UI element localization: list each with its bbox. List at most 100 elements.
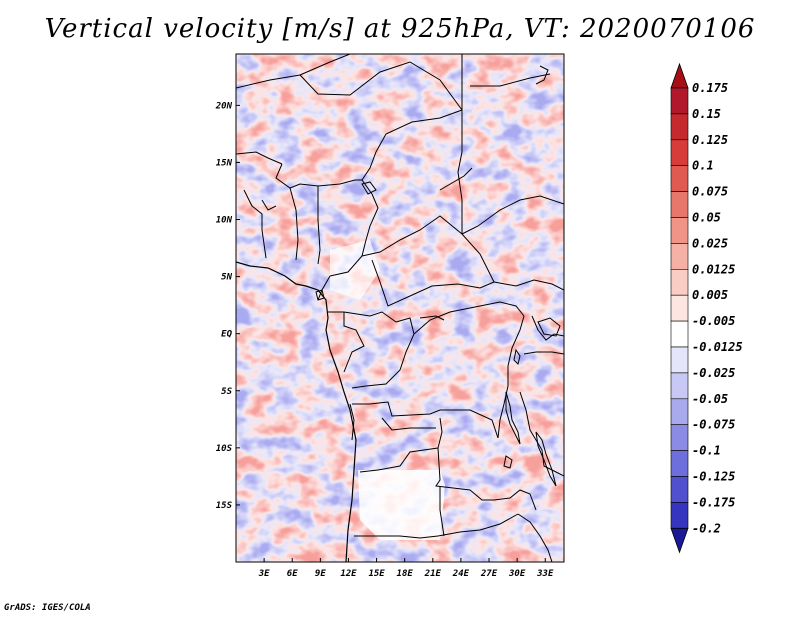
colorbar-bottom-arrow (670, 527, 689, 554)
border-line (437, 513, 519, 537)
lat-tick-label: 10S (216, 444, 233, 454)
lat-tick-label: 5N (221, 273, 232, 283)
lake-outline (513, 348, 521, 365)
colorbar-label: -0.175 (692, 495, 735, 509)
colorbar-swatch (670, 87, 689, 115)
lake-outline (361, 181, 377, 195)
border-line (531, 315, 564, 341)
colorbar-swatch (670, 268, 689, 296)
lake-outline (503, 455, 513, 469)
border-line (457, 54, 463, 234)
border-line (351, 317, 415, 389)
latitude-axis: 20N 15N 10N 5N EQ 5S 10S 15S (215, 101, 240, 511)
lon-tick-label: 21E (424, 569, 442, 579)
lon-tick-label: 12E (340, 569, 357, 579)
lat-tick-label: 15N (216, 158, 233, 168)
colorbar-swatch (670, 398, 689, 425)
colorbar-swatch (670, 476, 689, 503)
border-line (439, 486, 445, 537)
colorbar-label: -0.0125 (692, 340, 743, 354)
lat-tick-label: 5S (221, 387, 232, 397)
map-panel (235, 53, 565, 563)
lon-tick-label: 15E (368, 569, 385, 579)
colorbar-swatch (670, 294, 689, 322)
border-line (261, 199, 277, 211)
lake-outline (315, 289, 325, 301)
lon-tick-label: 6E (287, 569, 298, 579)
border-line (523, 351, 564, 355)
lake-outline (537, 317, 561, 337)
colorbar-swatch (670, 450, 689, 477)
border-line (517, 513, 553, 562)
lon-tick-label: 27E (480, 569, 498, 579)
border-line (435, 417, 494, 501)
colorbar-label: -0.025 (692, 366, 735, 380)
border-line (328, 311, 397, 323)
border-line (385, 109, 463, 135)
border-line (419, 315, 445, 321)
border-line (329, 193, 379, 277)
map-frame (235, 53, 565, 563)
border-line (470, 73, 551, 87)
colorbar-swatch (670, 113, 689, 141)
calm-region (358, 470, 445, 540)
border-line (371, 259, 495, 307)
lon-tick-label: 24E (452, 569, 470, 579)
longitude-axis: 3E 6E 9E 12E 15E 18E 21E 24E 27E 30E 33E (258, 558, 554, 579)
border-line (361, 215, 495, 283)
lake-outline (535, 431, 557, 487)
lon-tick-label: 30E (508, 569, 526, 579)
border-line (299, 61, 463, 111)
border-line (439, 167, 473, 191)
border-line (343, 312, 365, 373)
colorbar-label: -0.075 (692, 418, 735, 432)
lon-tick-label: 9E (315, 569, 326, 579)
colorbar-label: -0.2 (692, 521, 721, 535)
border-line (413, 301, 525, 335)
lon-tick-label: 33E (536, 569, 554, 579)
border-line (359, 447, 439, 473)
lat-tick-label: 15S (216, 501, 233, 511)
colorbar-label: 0.075 (692, 185, 728, 199)
border-line (461, 195, 564, 235)
border-line (361, 133, 387, 181)
border-line (535, 65, 549, 85)
lon-tick-label: 3E (258, 569, 270, 579)
colorbar-swatch (670, 372, 689, 400)
colorbar-label: 0.025 (692, 236, 728, 250)
colorbar-swatch (670, 346, 689, 374)
colorbar-label: -0.005 (692, 314, 735, 328)
colorbar-label: 0.05 (692, 211, 721, 225)
border-line (243, 189, 267, 259)
colorbar-swatch (670, 139, 689, 167)
colorbar-swatch (670, 165, 689, 192)
lat-tick-label: 10N (216, 216, 233, 226)
colorbar-label: 0.125 (692, 133, 728, 147)
colorbar-swatch (670, 243, 689, 270)
colorbar-label: -0.05 (692, 392, 728, 406)
border-line (381, 417, 436, 431)
vertical-velocity-field (236, 54, 564, 562)
coastline (236, 261, 357, 562)
lon-tick-label: 18E (397, 569, 414, 579)
colorbar-top-arrow (670, 62, 689, 89)
border-line (493, 489, 537, 511)
colorbar-label: 0.0125 (692, 262, 735, 276)
lake-outline (505, 391, 521, 445)
colorbar-swatch (670, 424, 689, 451)
border-line (317, 186, 321, 265)
colorbar-label: 0.005 (692, 288, 728, 302)
border-line (236, 151, 283, 165)
colorbar-label: 0.175 (692, 81, 728, 95)
border-line (352, 401, 499, 439)
colorbar-label: -0.1 (692, 444, 721, 458)
border-line (289, 187, 299, 261)
colorbar-swatch (670, 502, 689, 529)
border-line (493, 279, 564, 291)
country-borders (236, 54, 564, 562)
colorbar-label: 0.15 (692, 107, 721, 121)
colorbar: 0.175 0.15 0.125 0.1 0.075 0.05 0.025 0.0125 0.0… (670, 62, 743, 554)
border-line (519, 391, 564, 477)
colorbar-label: -0.125 (692, 470, 735, 484)
